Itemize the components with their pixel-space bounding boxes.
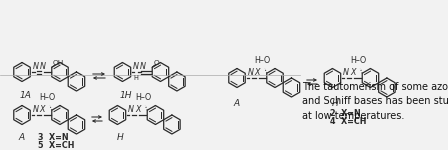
Text: N: N [140, 62, 146, 71]
Text: 1A: 1A [19, 90, 31, 99]
Text: 5  X=CH: 5 X=CH [39, 141, 75, 150]
Text: N: N [39, 62, 46, 71]
Text: The tautomerism of some azo dyes
and Schiff bases has been studied
at low temper: The tautomerism of some azo dyes and Sch… [302, 82, 448, 121]
Text: A: A [234, 99, 240, 108]
Text: X: X [350, 68, 356, 77]
Text: X: X [135, 105, 141, 114]
Text: 1H: 1H [119, 90, 132, 99]
Text: N: N [343, 68, 349, 77]
Text: N: N [133, 62, 139, 71]
Text: H–O: H–O [135, 93, 151, 102]
Text: X: X [40, 105, 45, 114]
Text: H–O: H–O [254, 56, 271, 65]
Text: O: O [153, 60, 159, 66]
Text: N: N [247, 68, 254, 77]
Text: H: H [117, 134, 124, 142]
Text: A: A [19, 134, 25, 142]
Text: H: H [332, 99, 339, 108]
Text: N: N [33, 62, 39, 71]
Text: H: H [134, 75, 138, 81]
Text: 3  X=N: 3 X=N [39, 134, 69, 142]
Text: H–O: H–O [39, 93, 56, 102]
Text: OH: OH [53, 60, 64, 66]
Text: X: X [255, 68, 260, 77]
Text: H–O: H–O [350, 56, 366, 65]
Text: N: N [33, 105, 39, 114]
Text: 2  X=N: 2 X=N [331, 108, 361, 117]
Text: N: N [128, 105, 134, 114]
Text: 4  X=CH: 4 X=CH [331, 117, 367, 126]
